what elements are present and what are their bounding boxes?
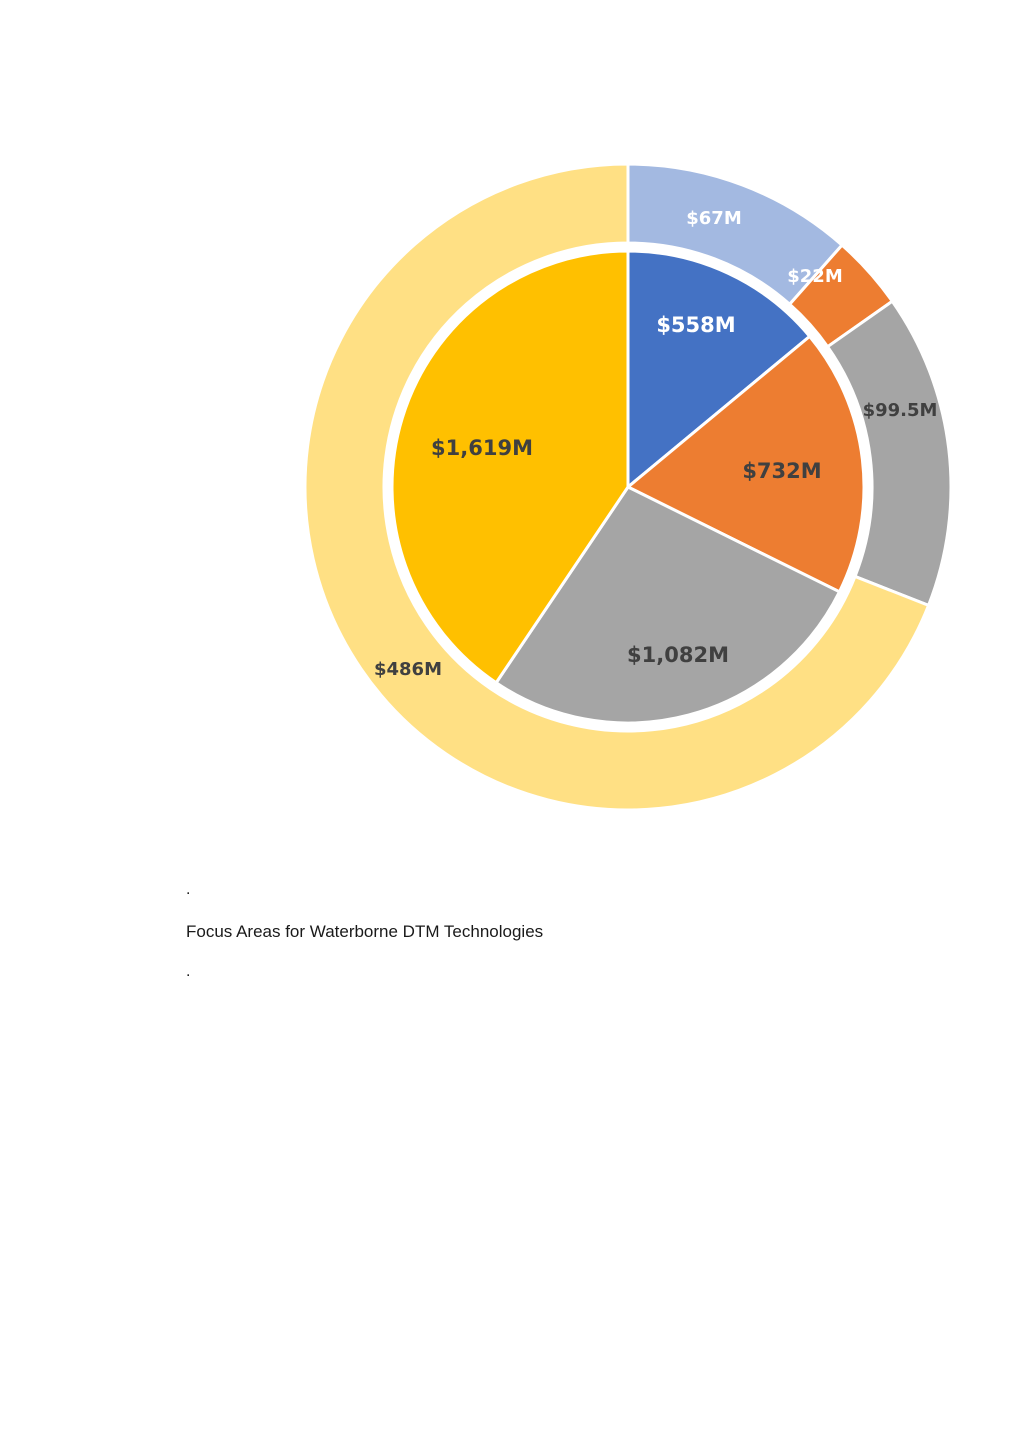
inner-slice-label: $558M (656, 313, 735, 337)
inner-slice-label: $732M (742, 459, 821, 483)
inner-slice-732m (625, 334, 866, 594)
pie-chart: $558M $732M $1,082M $1,619M $67M $22M $99.5M $4… (303, 162, 953, 812)
inner-slice-558m (626, 249, 812, 491)
inner-slice-1-619m (390, 249, 630, 685)
inner-slice-label: $1,619M (431, 436, 533, 460)
pie-chart-svg: $558M $732M $1,082M $1,619M $67M $22M $99.5M $4… (303, 162, 953, 812)
figure-caption: Focus Areas for Waterborne DTM Technolog… (186, 922, 544, 941)
outer-slice-label: $99.5M (863, 400, 938, 421)
outer-slice-label: $22M (787, 266, 843, 287)
inner-slice-label: $1,082M (627, 643, 729, 667)
caption-dot-before: . (186, 881, 191, 898)
caption-block: . Focus Areas for Waterborne DTM Technol… (186, 880, 886, 982)
caption-dot-after: . (186, 963, 191, 980)
outer-slice-486m (303, 162, 931, 812)
inner-slice-1-082m (494, 485, 842, 725)
outer-slice-label: $486M (374, 659, 442, 680)
outer-slice-label: $67M (686, 208, 742, 229)
